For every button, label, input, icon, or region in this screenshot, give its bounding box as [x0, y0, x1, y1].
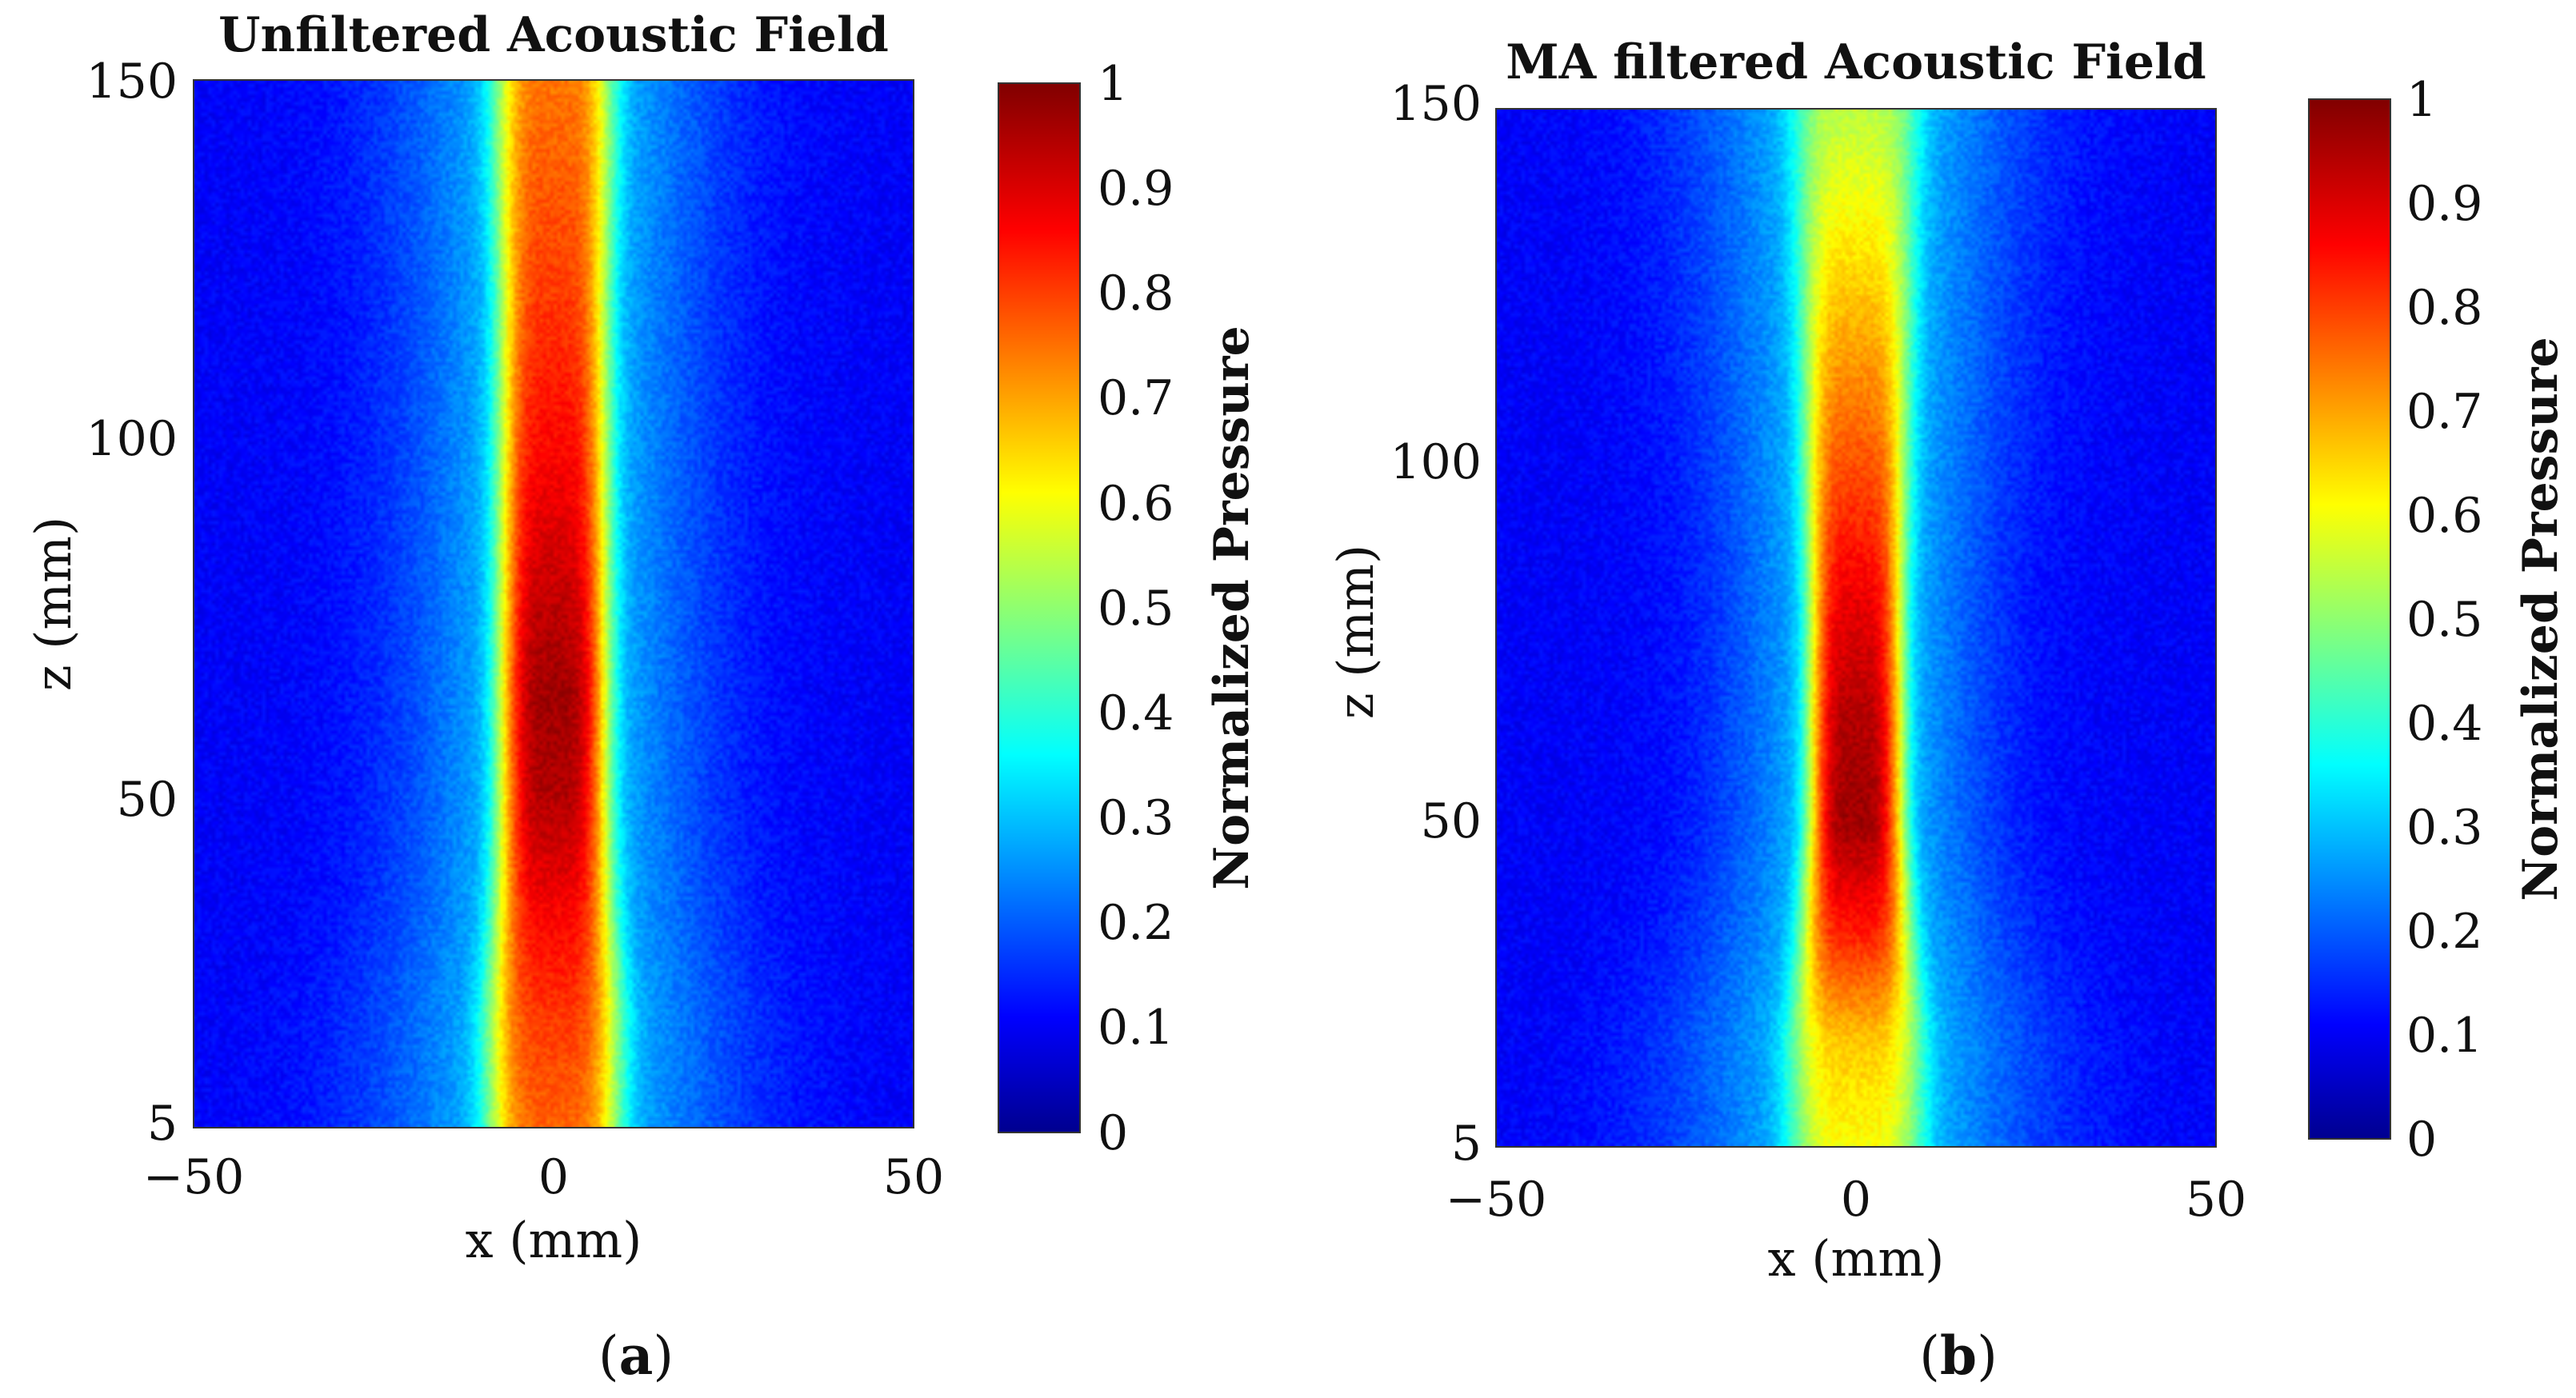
y-tick-label: 100	[1390, 434, 1482, 490]
x-axis-label: x (mm)	[466, 1211, 642, 1269]
colorbar-tick-label: 1	[1098, 56, 1128, 112]
heatmap-raster	[194, 80, 914, 1128]
y-tick-labels: 150 100 50 5	[86, 54, 178, 1152]
colorbar-tick-label: 0.6	[1098, 476, 1174, 532]
colorbar-tick-label: 0.3	[1098, 790, 1174, 846]
x-tick-label: −50	[143, 1149, 245, 1205]
x-tick-label: 50	[2186, 1172, 2246, 1228]
colorbar-tick-label: 0.7	[1098, 370, 1174, 426]
colorbar-tick-label: 0.4	[1098, 685, 1174, 741]
panel-label: (a)	[598, 1324, 674, 1387]
heatmap-raster	[1496, 109, 2216, 1147]
y-tick-label: 50	[117, 772, 178, 828]
colorbar-tick-label: 0.1	[2406, 1008, 2482, 1064]
chart-title: Unfiltered Acoustic Field	[218, 7, 889, 63]
colorbar-tick-labels: 1 0.9 0.8 0.7 0.6 0.5 0.4 0.3 0.2 0.1 0	[2406, 72, 2482, 1168]
colorbar-tick-labels: 1 0.9 0.8 0.7 0.6 0.5 0.4 0.3 0.2 0.1 0	[1098, 56, 1174, 1161]
colorbar-tick-label: 0.8	[2406, 280, 2482, 336]
colorbar-tick-label: 0.3	[2406, 800, 2482, 856]
colorbar-tick-label: 1	[2406, 72, 2437, 128]
x-tick-labels: −50 0 50	[1446, 1172, 2246, 1228]
y-tick-labels: 150 100 50 5	[1390, 76, 1482, 1172]
colorbar: 1 0.9 0.8 0.7 0.6 0.5 0.4 0.3 0.2 0.1 0 …	[2308, 72, 2569, 1168]
colorbar-tick-label: 0	[1098, 1105, 1128, 1161]
y-tick-label: 150	[1390, 76, 1482, 132]
colorbar-tick-label: 0.2	[2406, 904, 2482, 960]
y-axis-label: z (mm)	[24, 517, 82, 691]
panel-b: MA filtered Acoustic Field 150 100 50 5 …	[1326, 34, 2569, 1387]
colorbar: 1 0.9 0.8 0.7 0.6 0.5 0.4 0.3 0.2 0.1 0 …	[998, 56, 1260, 1161]
colorbar-label: Normalized Pressure	[2513, 337, 2569, 901]
colorbar-tick-label: 0.7	[2406, 384, 2482, 440]
colorbar-gradient	[998, 82, 1081, 1133]
plot-frame	[193, 79, 914, 1128]
x-tick-labels: −50 0 50	[143, 1149, 944, 1205]
heatmap-image	[1496, 109, 2216, 1147]
y-tick-label: 100	[86, 411, 178, 467]
panel-label: (b)	[1919, 1324, 1998, 1387]
x-tick-label: −50	[1446, 1172, 1547, 1228]
panel-letter: b	[1940, 1324, 1977, 1387]
colorbar-tick-label: 0.9	[2406, 176, 2482, 232]
colorbar-tick-label: 0.2	[1098, 895, 1174, 951]
y-tick-label: 5	[1451, 1116, 1482, 1172]
colorbar-label: Normalized Pressure	[1204, 326, 1260, 889]
x-axis-label: x (mm)	[1768, 1229, 1945, 1288]
x-tick-label: 50	[883, 1149, 944, 1205]
colorbar-gradient	[2308, 98, 2391, 1140]
colorbar-tick-label: 0.9	[1098, 161, 1174, 217]
x-tick-label: 0	[1841, 1172, 1871, 1228]
panel-a: Unfiltered Acoustic Field 150 100 50 5 z…	[24, 7, 1260, 1387]
plot-frame	[1495, 108, 2217, 1148]
colorbar-tick-label: 0.5	[2406, 592, 2482, 648]
colorbar-tick-label: 0.4	[2406, 696, 2482, 752]
y-tick-label: 150	[86, 54, 178, 110]
heatmap-image	[194, 80, 914, 1128]
colorbar-tick-label: 0.5	[1098, 581, 1174, 637]
y-axis-label: z (mm)	[1326, 545, 1385, 719]
y-tick-label: 50	[1421, 793, 1482, 849]
chart-title: MA filtered Acoustic Field	[1506, 34, 2206, 90]
panel-letter: a	[619, 1324, 654, 1387]
x-tick-label: 0	[538, 1149, 569, 1205]
colorbar-tick-label: 0.8	[1098, 266, 1174, 322]
colorbar-tick-label: 0	[2406, 1112, 2437, 1168]
y-tick-label: 5	[147, 1096, 178, 1152]
colorbar-tick-label: 0.6	[2406, 488, 2482, 544]
colorbar-tick-label: 0.1	[1098, 1000, 1174, 1056]
